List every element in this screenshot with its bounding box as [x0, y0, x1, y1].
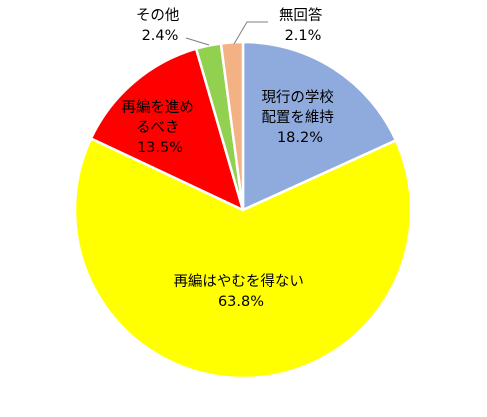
slice-promote	[89, 47, 245, 212]
slice-no-answer	[219, 40, 245, 212]
leader-line-no-answer	[233, 21, 268, 45]
leader-line-other	[185, 37, 210, 46]
slice-unavoidable	[73, 137, 413, 380]
slice-label-other: その他 2.4%	[136, 7, 184, 44]
pie-slices	[73, 40, 413, 380]
slice-label-promote: 再編を進め るべき 13.5%	[121, 99, 198, 156]
slice-maintain	[241, 40, 398, 212]
slice-label-maintain: 現行の学校 配置を維持 18.2%	[261, 89, 338, 146]
slice-label-unavoidable: 再編はやむを得ない 63.8%	[173, 273, 308, 310]
slice-label-no-answer: 無回答 2.1%	[279, 7, 327, 44]
